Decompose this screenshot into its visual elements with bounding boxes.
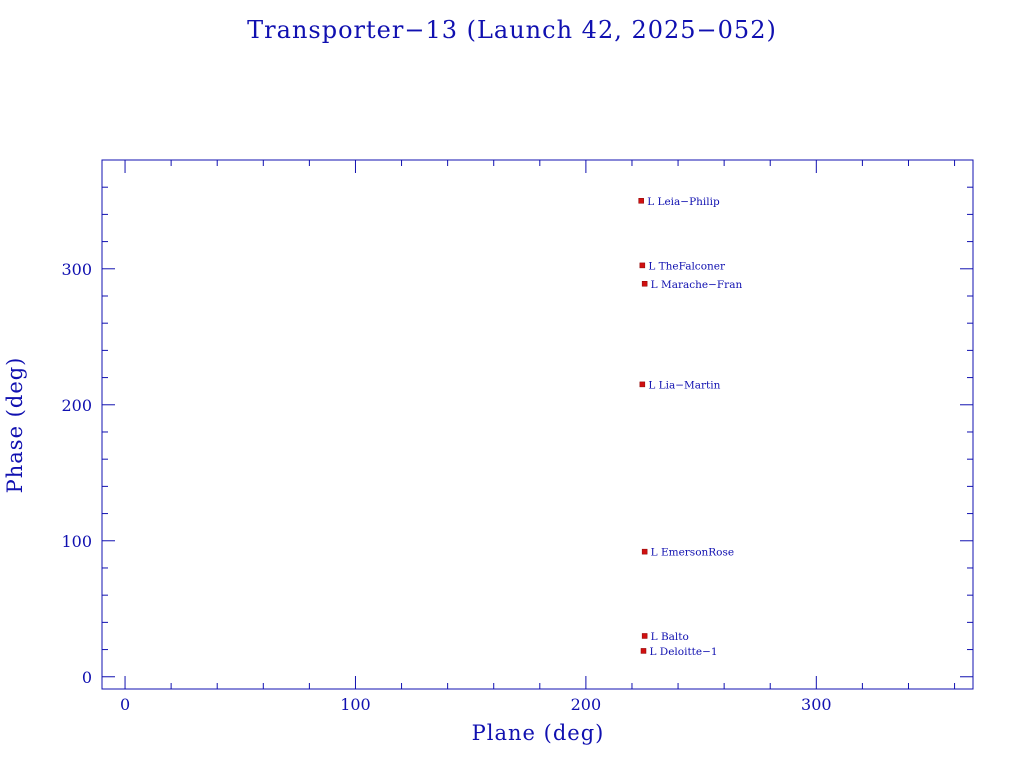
chart-title: Transporter−13 (Launch 42, 2025−052) [247,16,777,44]
x-axis-label: Plane (deg) [472,721,605,745]
point-label: L EmersonRose [651,547,734,559]
x-tick-label: 300 [801,695,832,714]
point-marker [641,281,648,287]
point-label: L Leia−Philip [647,196,720,208]
data-point: L Marache−Fran [641,279,743,291]
point-marker [638,198,644,204]
data-point: L Balto [641,631,689,643]
y-axis-label: Phase (deg) [3,357,27,494]
point-label: L Deloitte−1 [649,646,717,658]
data-point: L EmersonRose [641,547,734,559]
x-tick-label: 0 [120,695,130,714]
point-label: L TheFalconer [648,260,726,272]
axis-ticks [102,159,973,689]
point-marker [639,262,646,269]
x-tick-label: 100 [340,695,371,714]
y-tick-label: 300 [61,260,92,279]
plot-frame [101,159,974,690]
axis-tick-labels: 0 100 200 300 0 100 200 300 [61,260,831,714]
data-points: L Leia−Philip L TheFalconer L Marache−Fran… [638,196,743,658]
point-marker [641,548,648,555]
point-label: L Balto [651,631,689,643]
data-point: L TheFalconer [639,260,726,272]
point-marker [639,381,646,388]
y-tick-label: 200 [61,396,92,415]
y-tick-label: 100 [61,532,92,551]
x-tick-label: 200 [571,695,602,714]
point-marker [640,648,647,654]
data-point: L Deloitte−1 [640,646,718,658]
point-marker [641,633,648,639]
y-tick-label: 0 [82,668,92,687]
point-label: L Lia−Martin [648,379,720,391]
data-point: L Lia−Martin [639,379,721,391]
data-point: L Leia−Philip [638,196,720,208]
point-label: L Marache−Fran [651,279,743,291]
